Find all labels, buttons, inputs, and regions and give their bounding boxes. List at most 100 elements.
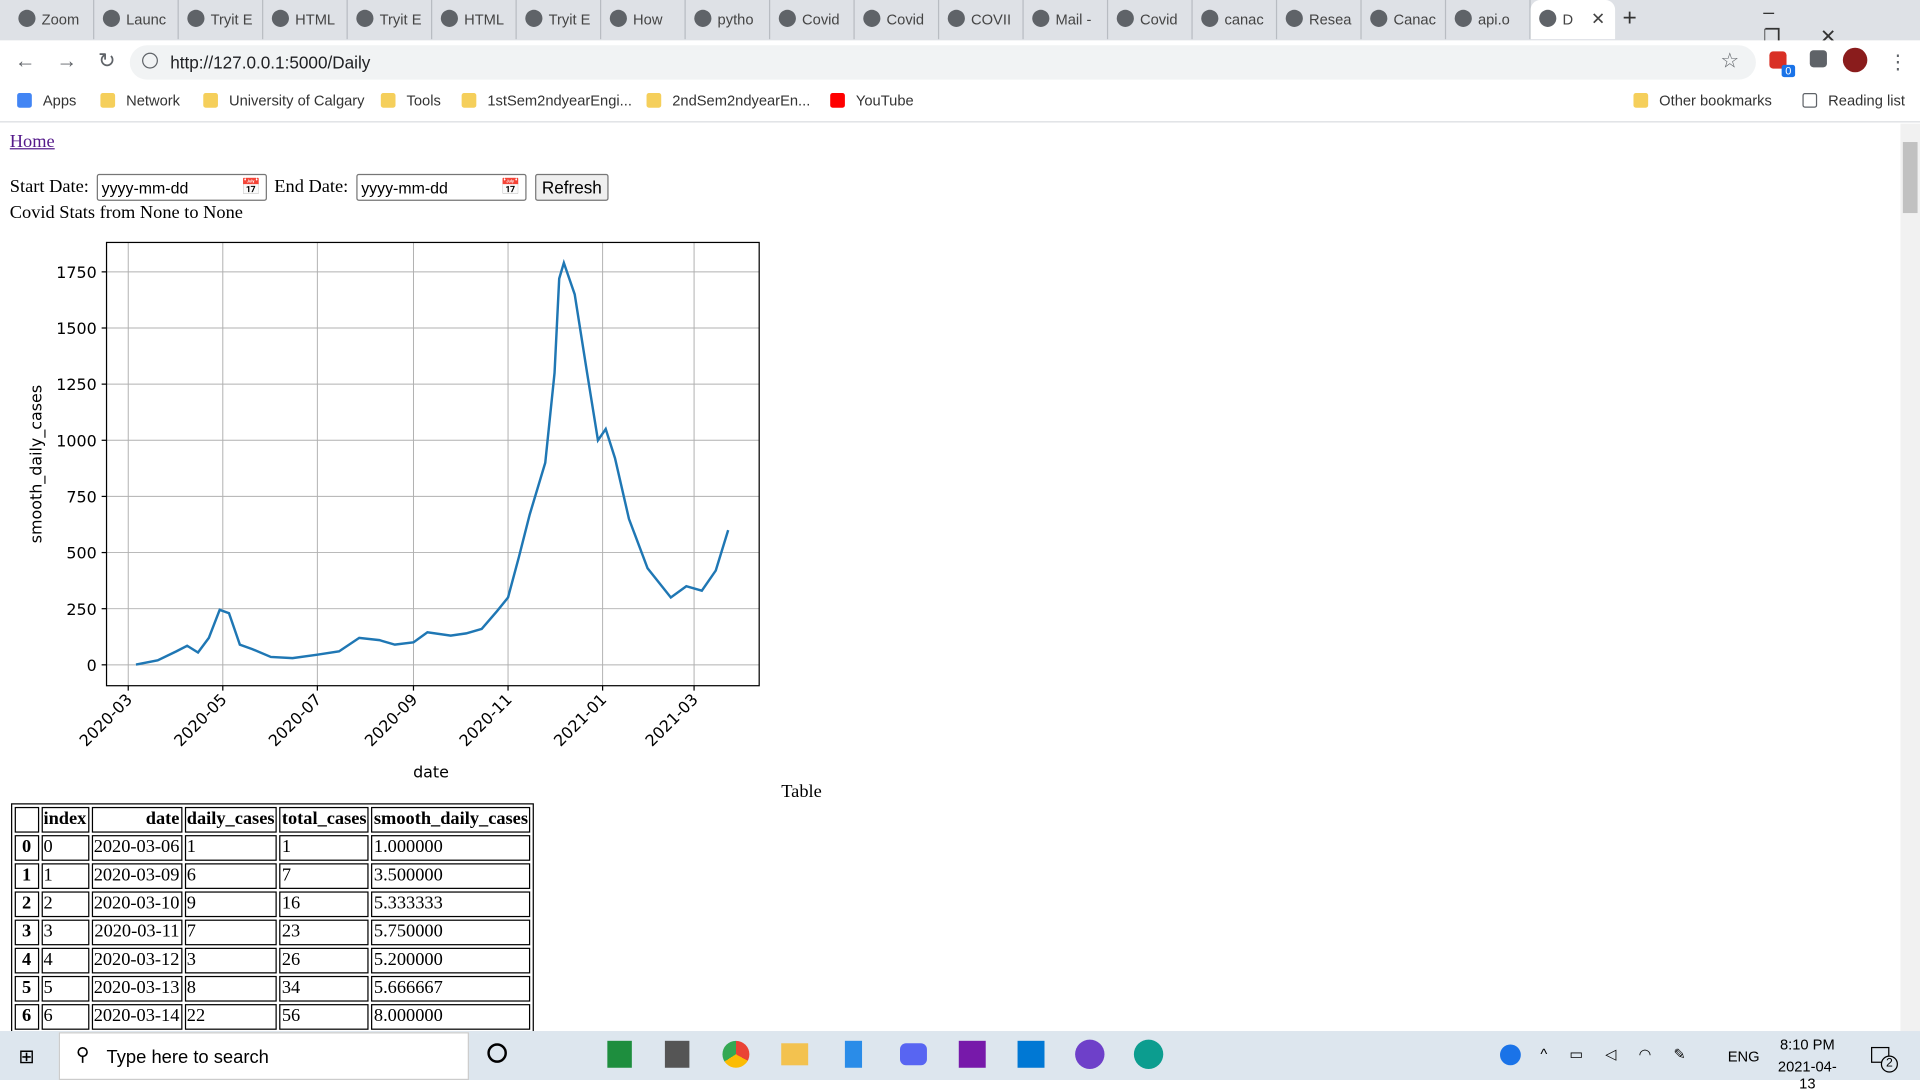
start-button[interactable]: ⊞ [18,1046,35,1068]
scrollbar[interactable] [1900,123,1920,1032]
table-cell: 16 [279,891,369,918]
bookmark[interactable]: 2ndSem2ndyearEn... [646,92,810,109]
tab[interactable]: canac [1193,0,1278,40]
tab[interactable]: Tryit E [348,0,433,40]
notification-icon[interactable] [1871,1046,1890,1063]
tab-title: Launc [126,11,167,29]
header-cell: smooth_daily_cases [371,806,531,833]
tab[interactable]: Resea [1277,0,1362,40]
tab-icon [1116,9,1134,27]
plot-area [106,242,760,686]
y-tick-label: 1750 [56,263,96,282]
extension-icon[interactable] [1769,51,1787,69]
table-cell: 2020-03-13 [91,975,182,1002]
line [135,258,730,666]
profile[interactable] [1842,47,1868,73]
tab-close[interactable]: ✕ [1590,8,1606,29]
tab-icon [694,9,712,27]
tab[interactable]: api.o [1446,0,1531,40]
app-icon[interactable] [781,1043,809,1066]
tab[interactable]: Launc [94,0,179,40]
end-date-input[interactable]: yyyy-mm-dd 📅 [356,173,527,201]
refresh-button[interactable]: Refresh [535,173,609,201]
table-cell: 34 [279,975,369,1002]
bookmark[interactable]: 1stSem2ndyearEngi... [461,92,632,109]
extensions[interactable] [1809,50,1827,68]
bookmark[interactable]: YouTube [830,92,914,109]
tab[interactable]: Canac [1362,0,1447,40]
bookmarks-bar [0,83,1920,123]
app-icon[interactable] [844,1040,863,1068]
tab-title: Covid [886,11,925,29]
stats-title: Covid Stats from None to None [9,203,243,223]
tab[interactable]: HTML [432,0,517,40]
home-link[interactable]: Home [9,132,55,152]
tab[interactable]: Mail - [1024,0,1109,40]
table-cell: 6 [184,863,277,889]
menu[interactable]: ⋮ [1888,52,1908,74]
tab[interactable]: Tryit E [517,0,602,40]
tab-title: D [1562,11,1574,29]
app-icon[interactable] [607,1040,632,1068]
tab[interactable]: Covid [770,0,855,40]
app-icon[interactable] [900,1043,927,1066]
table-cell: 2020-03-09 [91,863,182,889]
star[interactable]: ☆ [1720,48,1740,73]
bookmark-icon [830,93,845,108]
clock-time[interactable]: 8:10 PM [1779,1035,1835,1054]
bookmark-icon [380,93,396,108]
app-icon[interactable] [664,1040,690,1068]
tab[interactable]: HTML [263,0,348,40]
header-cell: total_cases [279,806,369,833]
table-cell: 1 [184,835,277,861]
clock-date[interactable]: 2021-04-13 [1777,1057,1837,1092]
tab[interactable]: How [601,0,686,40]
language[interactable]: ENG [1727,1048,1760,1066]
header-cell [14,806,39,833]
app-icon[interactable] [1017,1040,1045,1068]
tab-title: canac [1224,11,1264,29]
other-bookmarks[interactable]: Other bookmarks [1633,92,1772,109]
tab[interactable]: Covid [1108,0,1193,40]
url[interactable]: http://127.0.0.1:5000/Daily [170,52,371,73]
bookmark[interactable]: Tools [380,92,441,109]
y-tick-label: 500 [66,544,96,563]
search-box[interactable] [58,1032,469,1081]
reading-list[interactable]: Reading list [1802,92,1905,109]
table-cell: 2020-03-10 [91,891,182,918]
app-icon[interactable] [1075,1039,1105,1069]
tab-icon [525,9,543,27]
table-cell: 4 [41,947,89,974]
tab-icon [609,9,627,27]
tab[interactable]: COVII [939,0,1024,40]
search-text[interactable]: Type here to search [106,1046,269,1068]
table-cell: 1 [279,835,369,861]
table-cell: 23 [279,919,369,946]
tab[interactable]: pytho [686,0,771,40]
bookmark[interactable]: Network [100,92,180,109]
help-icon[interactable] [1500,1044,1521,1066]
x-tick-label: 2020-11 [455,690,515,750]
tray-icons[interactable]: ^▭◁◠✎ [1540,1045,1708,1063]
cortana[interactable] [487,1043,507,1063]
bookmark-icon [461,93,477,108]
app-icon[interactable] [958,1040,986,1068]
bookmark[interactable]: Apps [17,92,76,109]
omnibox[interactable] [129,45,1756,80]
nav-buttons[interactable]: ←→↻ [14,48,137,73]
app-icon[interactable] [722,1040,750,1068]
tab[interactable]: Covid [855,0,940,40]
new-tab[interactable]: + [1622,4,1637,32]
tab-icon [1370,9,1388,27]
tab[interactable]: Tryit E [179,0,264,40]
table-cell: 3 [14,919,39,946]
tab[interactable]: Zoom [10,0,95,40]
bookmark[interactable]: University of Calgary [203,92,365,109]
app-icon[interactable] [1133,1039,1164,1069]
x-tick-label: 2021-03 [641,690,701,750]
tab[interactable]: D ✕ [1530,0,1616,40]
tab-icon [778,9,796,27]
start-date-input[interactable]: yyyy-mm-dd 📅 [96,173,267,201]
table-cell: 1.000000 [371,835,531,861]
